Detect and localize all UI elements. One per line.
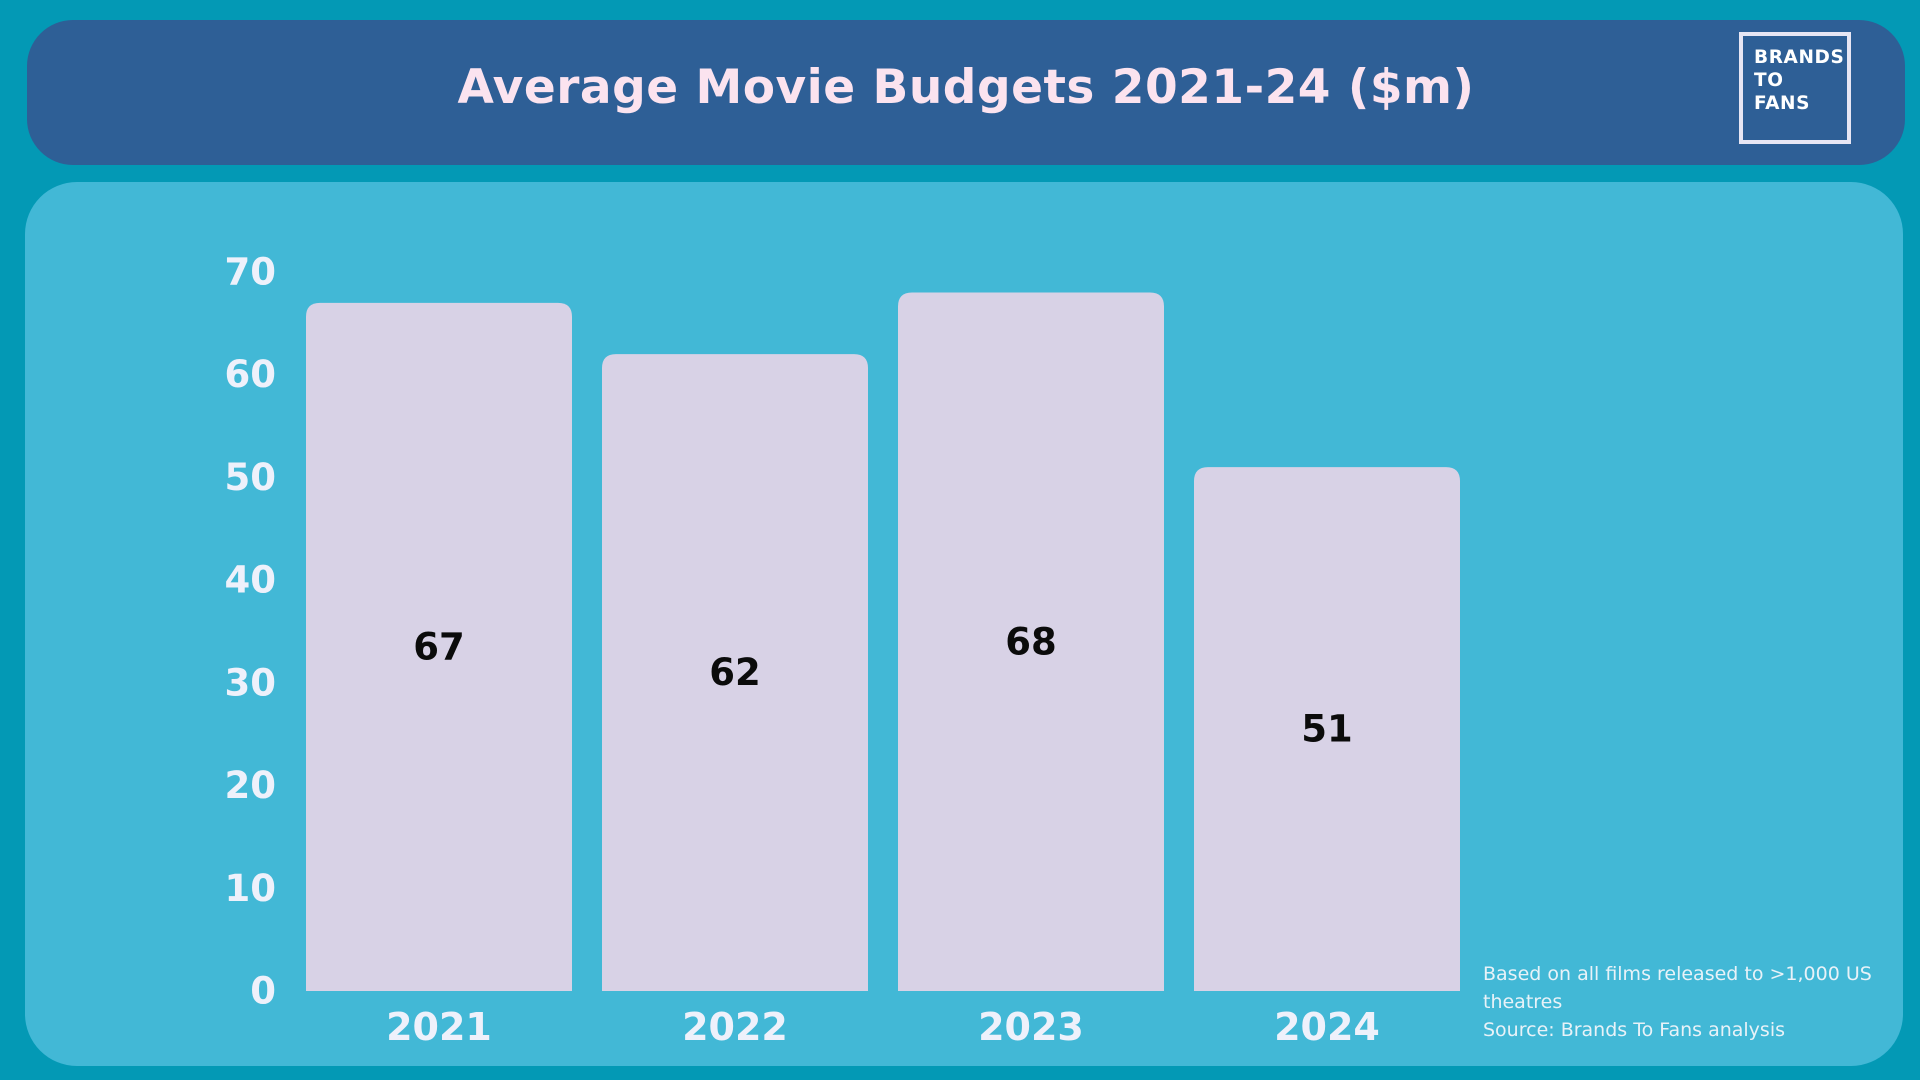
- footnote: Based on all films released to >1,000 US…: [1483, 960, 1883, 1044]
- y-tick-label: 40: [225, 559, 277, 602]
- bar-2022: [602, 354, 868, 992]
- bar-2021: [306, 302, 572, 991]
- logo-line-1: BRANDS: [1754, 47, 1845, 68]
- x-tick-label: 2023: [978, 1005, 1084, 1049]
- x-tick-label: 2021: [386, 1005, 492, 1049]
- bar-2023: [898, 292, 1164, 991]
- logo-line-3: FANS: [1754, 93, 1811, 114]
- bar-value-label: 51: [1301, 708, 1353, 751]
- y-tick-label: 50: [225, 456, 277, 499]
- bar-value-label: 67: [413, 625, 465, 668]
- footnote-source: Source: Brands To Fans analysis: [1483, 1019, 1786, 1041]
- bar-2024: [1194, 467, 1460, 992]
- brand-logo: BRANDS TO FANS: [1739, 32, 1851, 144]
- logo-line-2: TO: [1754, 70, 1784, 91]
- x-tick-label: 2022: [682, 1005, 788, 1049]
- header-banner: Average Movie Budgets 2021-24 ($m) BRAND…: [27, 20, 1905, 165]
- bar-value-label: 68: [1005, 620, 1057, 663]
- y-tick-label: 70: [225, 251, 277, 294]
- x-tick-label: 2024: [1274, 1005, 1380, 1049]
- footnote-basis: Based on all films released to >1,000 US…: [1483, 963, 1872, 1013]
- chart-title: Average Movie Budgets 2021-24 ($m): [457, 60, 1475, 115]
- y-tick-label: 60: [225, 353, 277, 396]
- y-tick-label: 10: [225, 867, 277, 910]
- bar-value-label: 62: [709, 651, 761, 694]
- y-tick-label: 20: [225, 764, 277, 807]
- y-tick-label: 0: [250, 970, 276, 1013]
- y-tick-label: 30: [225, 661, 277, 704]
